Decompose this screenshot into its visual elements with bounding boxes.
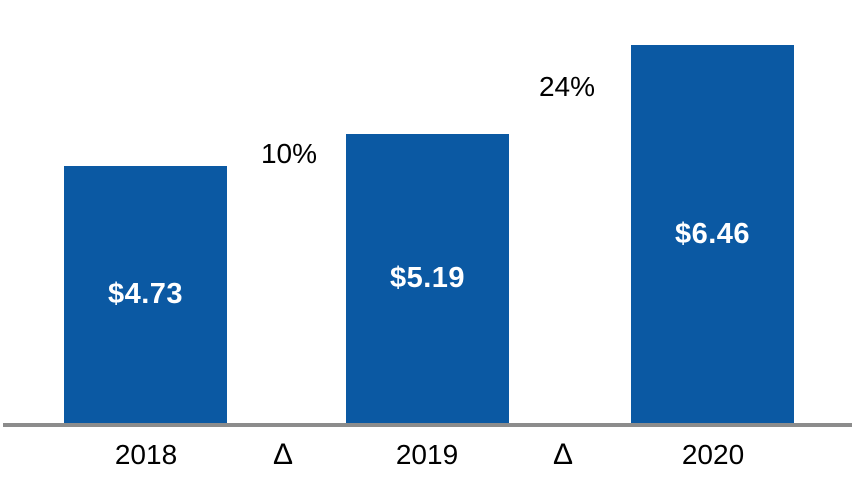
delta-symbol: Δ: [552, 438, 574, 471]
x-axis-label-2018: 2018: [114, 439, 178, 470]
bar-2018: $4.73: [64, 166, 227, 423]
x-axis-line: [3, 423, 852, 427]
percent-change-label-2018-2019: 10%: [260, 138, 318, 169]
delta-symbol: Δ: [272, 438, 294, 471]
bar-2020: $6.46: [631, 45, 794, 423]
x-axis-label-2019: 2019: [395, 439, 459, 470]
value-label: $5.19: [389, 262, 466, 294]
percent-change-label-2019-2020: 24%: [538, 71, 596, 102]
bar-2019: $5.19: [346, 134, 509, 423]
value-label: $6.46: [674, 217, 751, 250]
x-axis-label-2020: 2020: [681, 439, 745, 470]
value-label: $4.73: [107, 278, 184, 310]
